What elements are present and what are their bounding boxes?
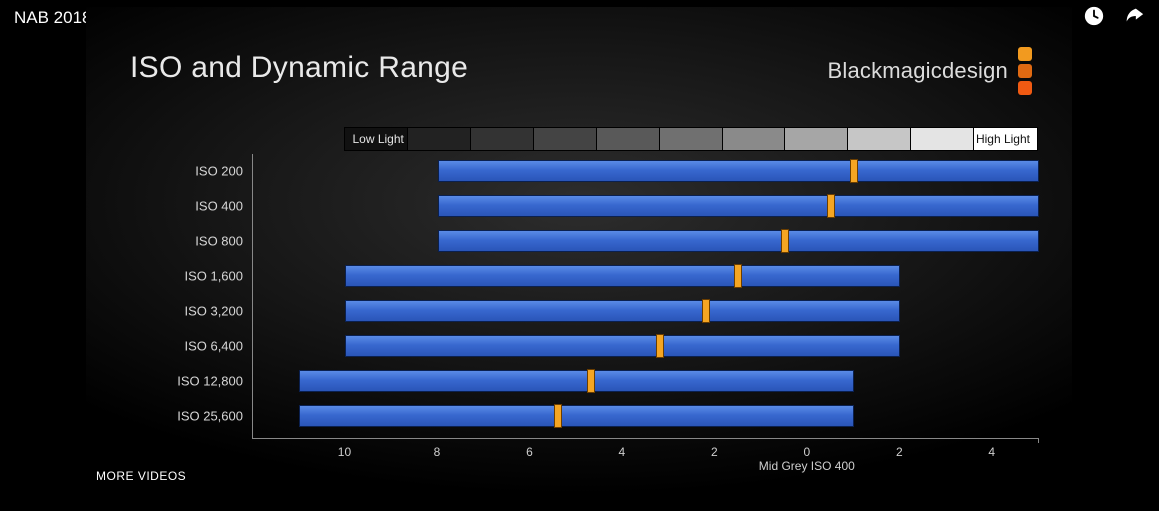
- light-scale-strip: [344, 127, 1038, 151]
- iso-row: ISO 12,800: [253, 370, 1038, 392]
- light-scale-segment: [911, 128, 974, 150]
- midgrey-marker: [850, 159, 858, 183]
- iso-row: ISO 1,600: [253, 265, 1038, 287]
- x-axis: 108642024Mid Grey ISO 400: [252, 439, 1038, 467]
- iso-row: ISO 800: [253, 230, 1038, 252]
- midgrey-marker: [827, 194, 835, 218]
- brand-dot: [1018, 47, 1032, 61]
- dynamic-range-chart: Low Light High Light ISO 200 ISO 400 ISO 80…: [160, 127, 1038, 467]
- midgrey-marker: [734, 264, 742, 288]
- brand-wordmark: Blackmagicdesign: [827, 58, 1008, 84]
- axis-right-tick: [1038, 438, 1039, 443]
- light-scale-low-label: Low Light: [344, 127, 411, 151]
- light-scale-segment: [471, 128, 534, 150]
- range-bar: [438, 195, 1039, 217]
- iso-row-label: ISO 200: [195, 164, 243, 179]
- plot-area: ISO 200 ISO 400 ISO 800 ISO 1,600 ISO 3,200 I…: [252, 154, 1038, 439]
- range-bar: [438, 160, 1039, 182]
- iso-row-label: ISO 6,400: [184, 339, 243, 354]
- slide-title: ISO and Dynamic Range: [130, 51, 468, 85]
- midgrey-marker: [587, 369, 595, 393]
- iso-row: ISO 25,600: [253, 405, 1038, 427]
- iso-row: ISO 200: [253, 160, 1038, 182]
- range-bar: [345, 265, 900, 287]
- iso-row-label: ISO 12,800: [177, 374, 243, 389]
- iso-row-label: ISO 25,600: [177, 409, 243, 424]
- x-tick: 4: [988, 445, 995, 459]
- light-scale-segment: [534, 128, 597, 150]
- more-videos-button[interactable]: MORE VIDEOS: [86, 463, 196, 489]
- light-scale-segment: [660, 128, 723, 150]
- x-tick: 8: [434, 445, 441, 459]
- brand-dot: [1018, 81, 1032, 95]
- light-scale-segment: [785, 128, 848, 150]
- midgrey-marker: [702, 299, 710, 323]
- stage: NAB 2018 Live Press Conference ISO and D…: [0, 0, 1159, 511]
- brand-logo: Blackmagicdesign: [827, 47, 1032, 95]
- iso-row-label: ISO 800: [195, 234, 243, 249]
- midgrey-marker: [656, 334, 664, 358]
- x-tick: 10: [338, 445, 351, 459]
- video-top-icons: [1083, 5, 1145, 32]
- light-scale: Low Light High Light: [160, 127, 1038, 151]
- range-bar: [299, 370, 854, 392]
- midgrey-marker: [554, 404, 562, 428]
- range-bar: [299, 405, 854, 427]
- light-scale-segment: [848, 128, 911, 150]
- brand-dots: [1018, 47, 1032, 95]
- light-scale-segment: [723, 128, 786, 150]
- range-bar: [345, 300, 900, 322]
- iso-row: ISO 400: [253, 195, 1038, 217]
- iso-row: ISO 3,200: [253, 300, 1038, 322]
- x-tick: 4: [619, 445, 626, 459]
- slide: ISO and Dynamic Range Blackmagicdesign L…: [86, 7, 1072, 495]
- x-axis-title: Mid Grey ISO 400: [759, 459, 855, 473]
- iso-row-label: ISO 3,200: [184, 304, 243, 319]
- light-scale-segment: [597, 128, 660, 150]
- share-icon[interactable]: [1123, 5, 1145, 32]
- watch-later-icon[interactable]: [1083, 5, 1105, 32]
- range-bar: [345, 335, 900, 357]
- light-scale-high-label: High Light: [968, 127, 1038, 151]
- range-bar: [438, 230, 1039, 252]
- x-tick: 2: [711, 445, 718, 459]
- x-tick: 0: [803, 445, 810, 459]
- iso-row-label: ISO 400: [195, 199, 243, 214]
- x-tick: 2: [896, 445, 903, 459]
- x-tick: 6: [526, 445, 533, 459]
- brand-dot: [1018, 64, 1032, 78]
- midgrey-marker: [781, 229, 789, 253]
- iso-row-label: ISO 1,600: [184, 269, 243, 284]
- iso-row: ISO 6,400: [253, 335, 1038, 357]
- light-scale-segment: [408, 128, 471, 150]
